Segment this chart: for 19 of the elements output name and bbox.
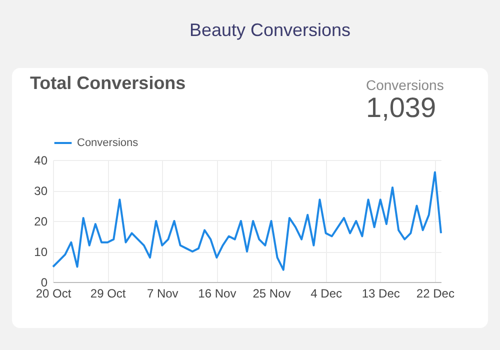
text: 1,039 (366, 92, 436, 124)
y-tick-label: 40 (34, 154, 48, 168)
chart-title: Beauty Conversions (188, 20, 352, 41)
y-tick-label: 20 (34, 214, 48, 228)
x-tick-label: 29 Oct (90, 286, 126, 300)
text: Conversions (366, 77, 444, 93)
chart-subtitle: Total Conversions (30, 73, 186, 94)
x-tick-label: 4 Dec (310, 286, 342, 300)
y-tick-label: 30 (34, 184, 48, 198)
x-tick-label: 22 Dec (416, 286, 454, 300)
x-tick-label: 7 Nov (146, 286, 178, 300)
x-tick-label: 20 Oct (36, 286, 72, 300)
x-tick-label: 13 Dec (362, 286, 400, 300)
x-tick-label: 25 Nov (252, 286, 291, 300)
y-tick-label: 0 (40, 276, 48, 290)
line-series (52, 171, 442, 271)
y-tick-label: 10 (34, 245, 48, 259)
legend-label: Conversions (77, 137, 139, 149)
x-tick-label: 16 Nov (198, 286, 236, 300)
